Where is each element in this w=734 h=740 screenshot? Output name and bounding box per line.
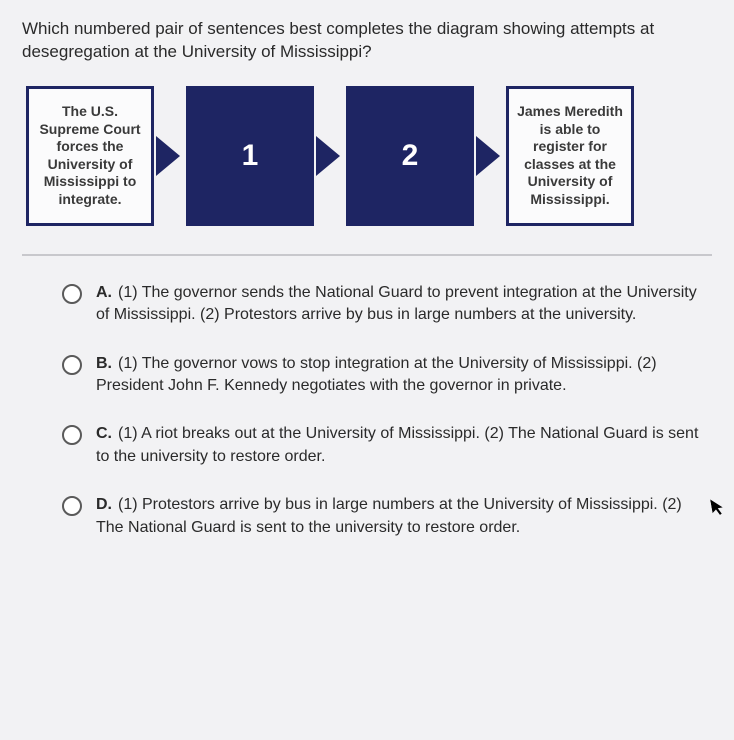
arrow-icon bbox=[316, 136, 340, 176]
radio-icon[interactable] bbox=[62, 496, 82, 516]
diagram-slot-2: 2 bbox=[346, 86, 474, 226]
arrow-icon bbox=[156, 136, 180, 176]
radio-icon[interactable] bbox=[62, 425, 82, 445]
diagram-slot-1: 1 bbox=[186, 86, 314, 226]
option-body: A.(1) The governor sends the National Gu… bbox=[96, 282, 712, 327]
radio-icon[interactable] bbox=[62, 284, 82, 304]
flow-diagram: The U.S. Supreme Court forces the Univer… bbox=[22, 86, 712, 226]
option-text: (1) Protestors arrive by bus in large nu… bbox=[96, 496, 682, 535]
option-letter: A. bbox=[96, 284, 112, 301]
arrow-icon bbox=[476, 136, 500, 176]
option-letter: B. bbox=[96, 355, 112, 372]
option-b[interactable]: B.(1) The governor vows to stop integrat… bbox=[62, 353, 712, 398]
answer-options: A.(1) The governor sends the National Gu… bbox=[22, 282, 712, 539]
question-text: Which numbered pair of sentences best co… bbox=[22, 18, 712, 64]
option-body: B.(1) The governor vows to stop integrat… bbox=[96, 353, 712, 398]
divider bbox=[22, 254, 712, 256]
diagram-box-end: James Meredith is able to register for c… bbox=[506, 86, 634, 226]
diagram-box-start: The U.S. Supreme Court forces the Univer… bbox=[26, 86, 154, 226]
radio-icon[interactable] bbox=[62, 355, 82, 375]
option-text: (1) The governor vows to stop integratio… bbox=[96, 355, 657, 394]
option-body: D.(1) Protestors arrive by bus in large … bbox=[96, 494, 712, 539]
option-a[interactable]: A.(1) The governor sends the National Gu… bbox=[62, 282, 712, 327]
option-letter: D. bbox=[96, 496, 112, 513]
option-c[interactable]: C.(1) A riot breaks out at the Universit… bbox=[62, 423, 712, 468]
option-body: C.(1) A riot breaks out at the Universit… bbox=[96, 423, 712, 468]
cursor-icon bbox=[710, 497, 728, 522]
option-text: (1) A riot breaks out at the University … bbox=[96, 425, 698, 464]
option-d[interactable]: D.(1) Protestors arrive by bus in large … bbox=[62, 494, 712, 539]
option-text: (1) The governor sends the National Guar… bbox=[96, 284, 697, 323]
option-letter: C. bbox=[96, 425, 112, 442]
